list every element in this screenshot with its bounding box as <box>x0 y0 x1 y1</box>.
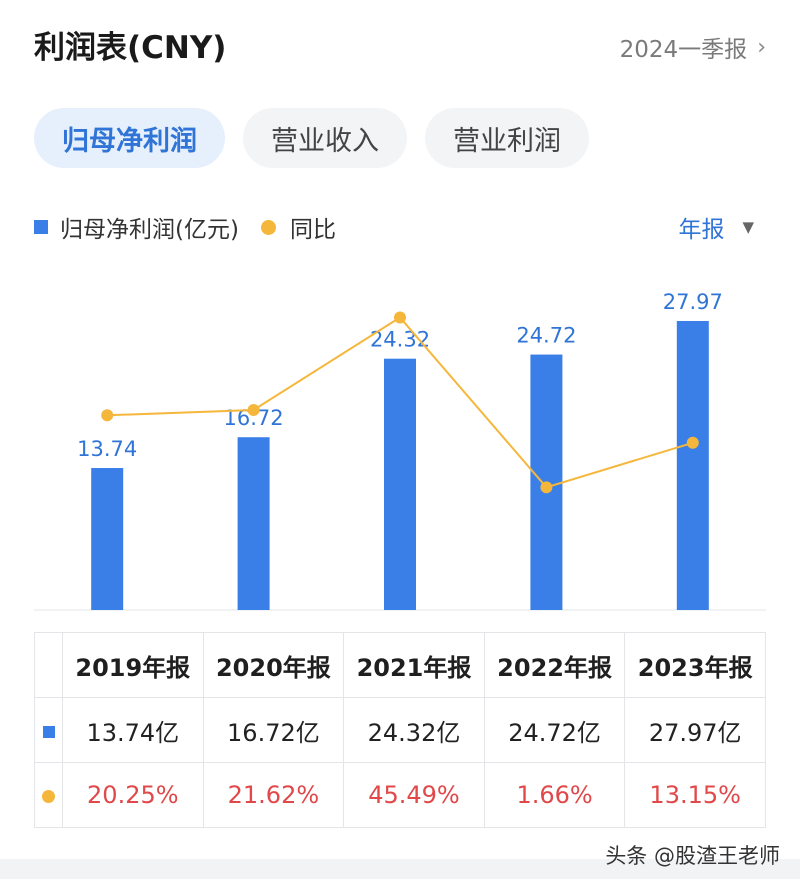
watermark: 头条 @股渣王老师 <box>605 844 780 868</box>
growth-point <box>101 409 114 422</box>
bar-legend-label: 归母净利润(亿元) <box>60 217 239 243</box>
chevron-right-icon: › <box>757 34 766 60</box>
table-row-marker <box>34 697 63 763</box>
table-cell: 24.32亿 <box>343 697 485 763</box>
table-row-values: 13.74亿 16.72亿 24.32亿 24.72亿 27.97亿 <box>34 697 766 763</box>
growth-point <box>686 436 699 449</box>
table-header-cell: 2023年报 <box>624 632 766 698</box>
table-corner-cell <box>34 632 63 698</box>
bar <box>676 320 709 610</box>
growth-point <box>247 403 260 416</box>
table-cell: 1.66% <box>483 762 626 828</box>
chart-legend: 归母净利润(亿元) 同比 <box>34 210 336 244</box>
bar-series-marker <box>42 726 55 738</box>
table-cell: 21.62% <box>202 762 345 828</box>
bar-value-label: 24.72 <box>516 324 576 348</box>
period-selector[interactable]: 2024一季报 › <box>620 30 766 64</box>
caret-down-icon: ▼ <box>742 218 754 236</box>
tab-net-profit[interactable]: 归母净利润 <box>34 108 225 168</box>
metric-tabs: 归母净利润 营业收入 营业利润 <box>34 108 589 168</box>
header: 利润表(CNY) 2024一季报 › <box>0 0 800 90</box>
frequency-dropdown[interactable]: 年报 ▼ <box>678 210 754 244</box>
page-title: 利润表(CNY) <box>34 30 227 66</box>
table-cell: 16.72亿 <box>202 697 345 763</box>
table-row-marker <box>34 762 63 828</box>
table-cell: 13.74亿 <box>62 697 204 763</box>
table-cell: 24.72亿 <box>483 697 626 763</box>
bar-value-label: 13.74 <box>77 437 137 461</box>
table-header-cell: 2020年报 <box>202 632 345 698</box>
tab-operating-profit[interactable]: 营业利润 <box>425 108 589 168</box>
line-series-marker <box>42 790 55 803</box>
table-header-cell: 2021年报 <box>343 632 485 698</box>
bar <box>384 358 416 610</box>
line-legend-marker <box>260 219 276 235</box>
bar-legend-marker <box>34 220 48 234</box>
bar-value-label: 27.97 <box>663 290 723 314</box>
table-cell: 13.15% <box>624 762 766 828</box>
tab-revenue[interactable]: 营业收入 <box>243 108 407 168</box>
table-cell: 27.97亿 <box>624 697 766 763</box>
frequency-label: 年报 <box>678 217 725 243</box>
growth-point <box>540 481 553 494</box>
bar <box>91 468 124 610</box>
table-cell: 45.49% <box>343 762 485 828</box>
data-table: 2019年报 2020年报 2021年报 2022年报 2023年报 13.74… <box>34 632 766 828</box>
bar <box>237 437 270 610</box>
period-label: 2024一季报 <box>619 37 748 63</box>
table-header-cell: 2022年报 <box>483 632 626 698</box>
growth-point <box>394 311 406 324</box>
table-header-row: 2019年报 2020年报 2021年报 2022年报 2023年报 <box>34 632 766 698</box>
bottom-bar <box>0 859 800 879</box>
table-header-cell: 2019年报 <box>62 632 204 698</box>
line-legend-label: 同比 <box>289 217 336 243</box>
table-cell: 20.25% <box>62 762 204 828</box>
table-row-growth: 20.25% 21.62% 45.49% 1.66% 13.15% <box>34 762 766 828</box>
